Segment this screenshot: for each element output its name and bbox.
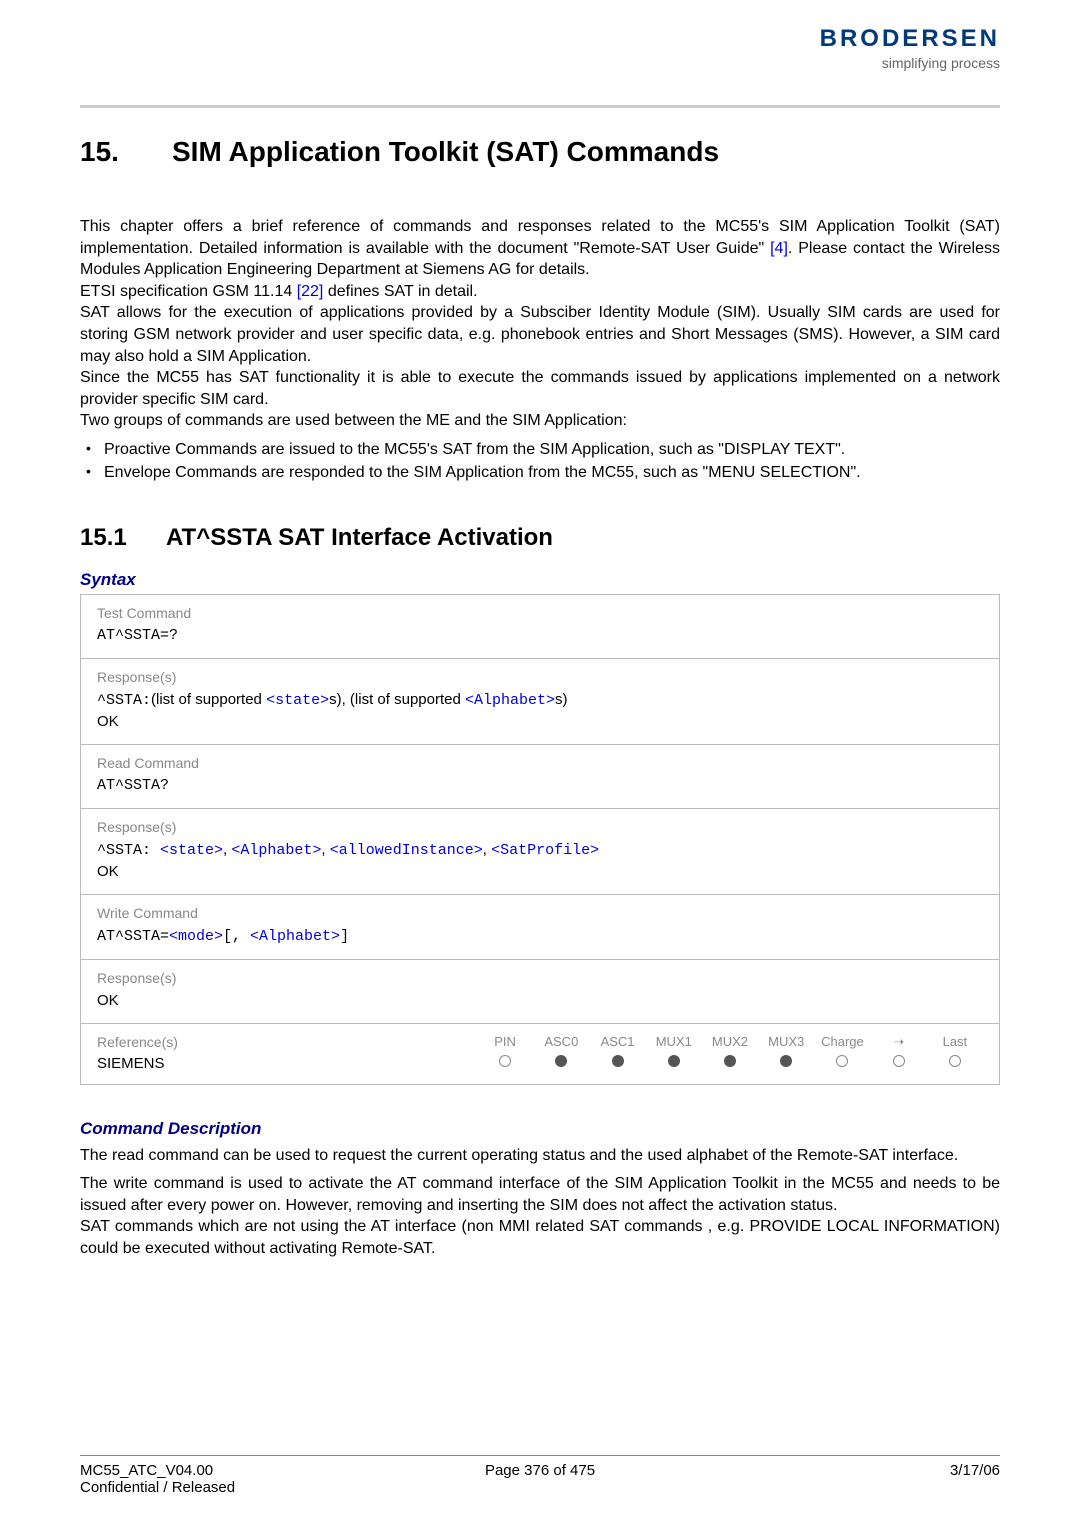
ref-value-cell (758, 1054, 814, 1072)
param-mode[interactable]: <mode> (169, 928, 223, 945)
chapter-heading: 15.SIM Application Toolkit (SAT) Command… (80, 136, 1000, 168)
status-supported-icon (612, 1055, 624, 1067)
bullet-item: Envelope Commands are responded to the S… (80, 461, 1000, 484)
chapter-title: SIM Application Toolkit (SAT) Commands (172, 136, 719, 167)
command-description: The read command can be used to request … (80, 1145, 1000, 1259)
ref-col-header: Charge (814, 1034, 870, 1050)
response-label: Response(s) (89, 663, 991, 687)
ref-col-header: ASC1 (589, 1034, 645, 1050)
footer-divider (80, 1455, 1000, 1456)
status-unsupported-icon (836, 1055, 848, 1067)
reference-label: Reference(s) (97, 1034, 477, 1050)
ref-value-cell (477, 1054, 533, 1072)
ref-col-header: MUX2 (702, 1034, 758, 1050)
syntax-label: Syntax (80, 570, 1000, 590)
footer-date: 3/17/06 (693, 1462, 1000, 1496)
ref-value-cell (533, 1054, 589, 1072)
section-number: 15.1 (80, 524, 166, 552)
footer-doc-id: MC55_ATC_V04.00Confidential / Released (80, 1462, 387, 1496)
footer-page-number: Page 376 of 475 (387, 1462, 694, 1496)
param-allowed-instance[interactable]: <allowedInstance> (330, 842, 483, 859)
param-state[interactable]: <state> (266, 692, 329, 709)
header-divider (80, 105, 1000, 108)
company-logo: BRODERSEN (820, 25, 1000, 53)
param-state[interactable]: <state> (160, 842, 223, 859)
ref-value-cell (646, 1054, 702, 1072)
read-command: AT^SSTA? (89, 773, 991, 804)
intro-text: This chapter offers a brief reference of… (80, 216, 1000, 484)
status-unsupported-icon (499, 1055, 511, 1067)
status-supported-icon (668, 1055, 680, 1067)
param-sat-profile[interactable]: <SatProfile> (491, 842, 599, 859)
test-response: ^SSTA:(list of supported <state>s), (lis… (89, 687, 991, 740)
ref-col-header: PIN (477, 1034, 533, 1050)
status-supported-icon (555, 1055, 567, 1067)
param-alphabet[interactable]: <Alphabet> (250, 928, 340, 945)
read-response: ^SSTA: <state>, <Alphabet>, <allowedInst… (89, 837, 991, 890)
ref-col-header: ➝ (871, 1034, 927, 1050)
ref-col-header: MUX1 (646, 1034, 702, 1050)
bullet-item: Proactive Commands are issued to the MC5… (80, 438, 1000, 461)
page-footer: MC55_ATC_V04.00Confidential / Released P… (80, 1455, 1000, 1496)
ref-value-cell (927, 1054, 983, 1072)
test-command: AT^SSTA=? (89, 623, 991, 654)
logo-block: BRODERSEN simplifying process (820, 25, 1000, 71)
write-command: AT^SSTA=<mode>[, <Alphabet>] (89, 923, 991, 955)
status-unsupported-icon (893, 1055, 905, 1067)
page-header: BRODERSEN simplifying process (80, 20, 1000, 105)
status-unsupported-icon (949, 1055, 961, 1067)
response-label: Response(s) (89, 813, 991, 837)
ref-col-header: Last (927, 1034, 983, 1050)
reference-link-22[interactable]: [22] (297, 283, 324, 300)
ref-col-header: ASC0 (533, 1034, 589, 1050)
chapter-number: 15. (80, 136, 172, 168)
test-command-label: Test Command (89, 599, 991, 623)
param-alphabet[interactable]: <Alphabet> (465, 692, 555, 709)
syntax-box: Test Command AT^SSTA=? Response(s) ^SSTA… (80, 594, 1000, 1085)
param-alphabet[interactable]: <Alphabet> (231, 842, 321, 859)
reference-link-4[interactable]: [4] (770, 240, 788, 257)
reference-table: Reference(s) PIN ASC0 ASC1 MUX1 MUX2 MUX… (81, 1024, 999, 1084)
command-description-label: Command Description (80, 1119, 1000, 1139)
section-title: AT^SSTA SAT Interface Activation (166, 524, 553, 551)
ref-col-header: MUX3 (758, 1034, 814, 1050)
status-supported-icon (780, 1055, 792, 1067)
section-heading: 15.1AT^SSTA SAT Interface Activation (80, 524, 1000, 552)
ref-value-cell (589, 1054, 645, 1072)
ref-value-cell (871, 1054, 927, 1072)
status-supported-icon (724, 1055, 736, 1067)
ref-value-cell (702, 1054, 758, 1072)
write-command-label: Write Command (89, 899, 991, 923)
ref-value-cell (814, 1054, 870, 1072)
read-command-label: Read Command (89, 749, 991, 773)
response-label: Response(s) (89, 964, 991, 988)
company-tagline: simplifying process (820, 55, 1000, 71)
write-response: OK (89, 988, 991, 1019)
reference-vendor: SIEMENS (97, 1055, 477, 1072)
